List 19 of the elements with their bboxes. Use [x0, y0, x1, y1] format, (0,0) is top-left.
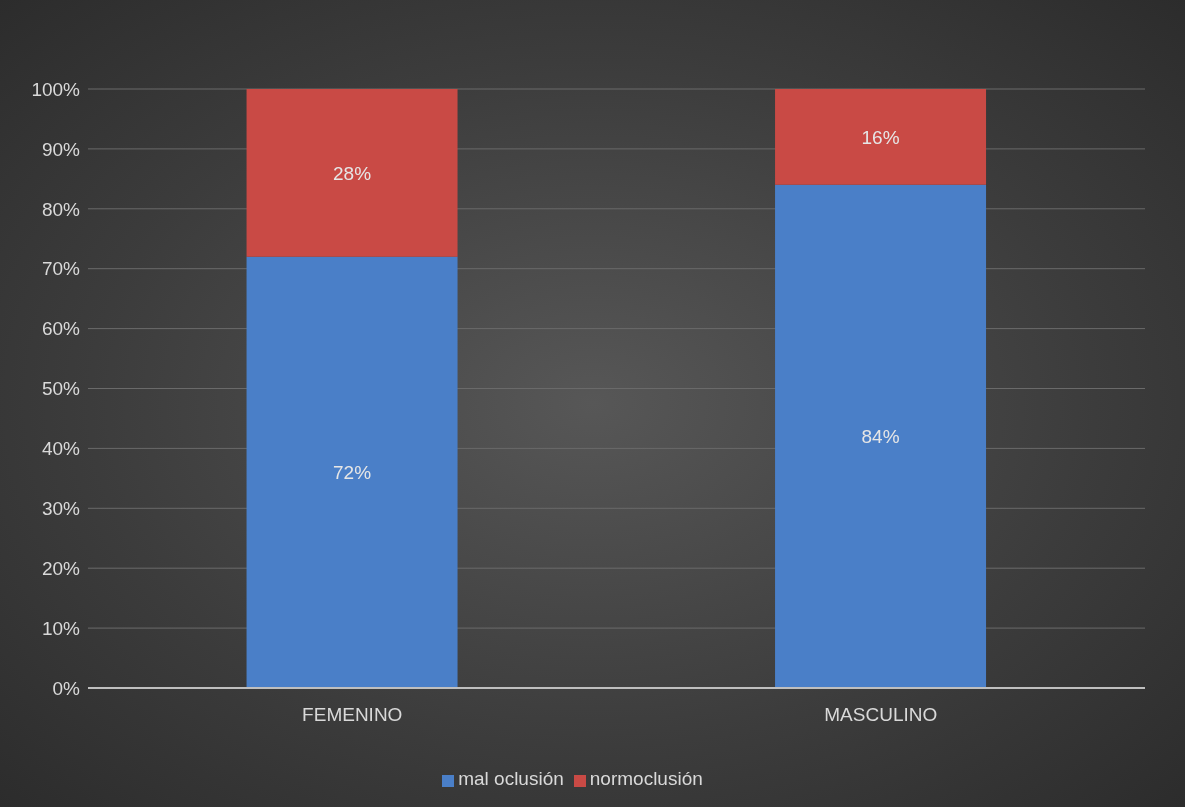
y-tick-label: 60% [41, 318, 81, 340]
y-tick-label: 40% [41, 438, 81, 460]
y-tick-label: 10% [41, 617, 81, 639]
x-tick-label: MASCULINO [824, 704, 938, 726]
y-tick-label: 80% [41, 198, 81, 220]
data-label: 16% [861, 126, 900, 148]
y-tick-label: 30% [41, 498, 81, 520]
y-tick-label: 100% [31, 78, 81, 100]
y-tick-label: 90% [41, 138, 81, 160]
y-tick-label: 0% [52, 677, 81, 699]
data-label: 72% [333, 462, 372, 484]
legend-label: normoclusión [589, 768, 703, 789]
y-tick-label: 50% [41, 378, 81, 400]
x-tick-label: FEMENINO [302, 704, 403, 726]
y-tick-label: 20% [41, 557, 81, 579]
y-tick-label: 70% [41, 258, 81, 280]
legend-label: mal oclusión [458, 768, 564, 789]
data-label: 84% [861, 426, 900, 448]
data-label: 28% [333, 162, 372, 184]
